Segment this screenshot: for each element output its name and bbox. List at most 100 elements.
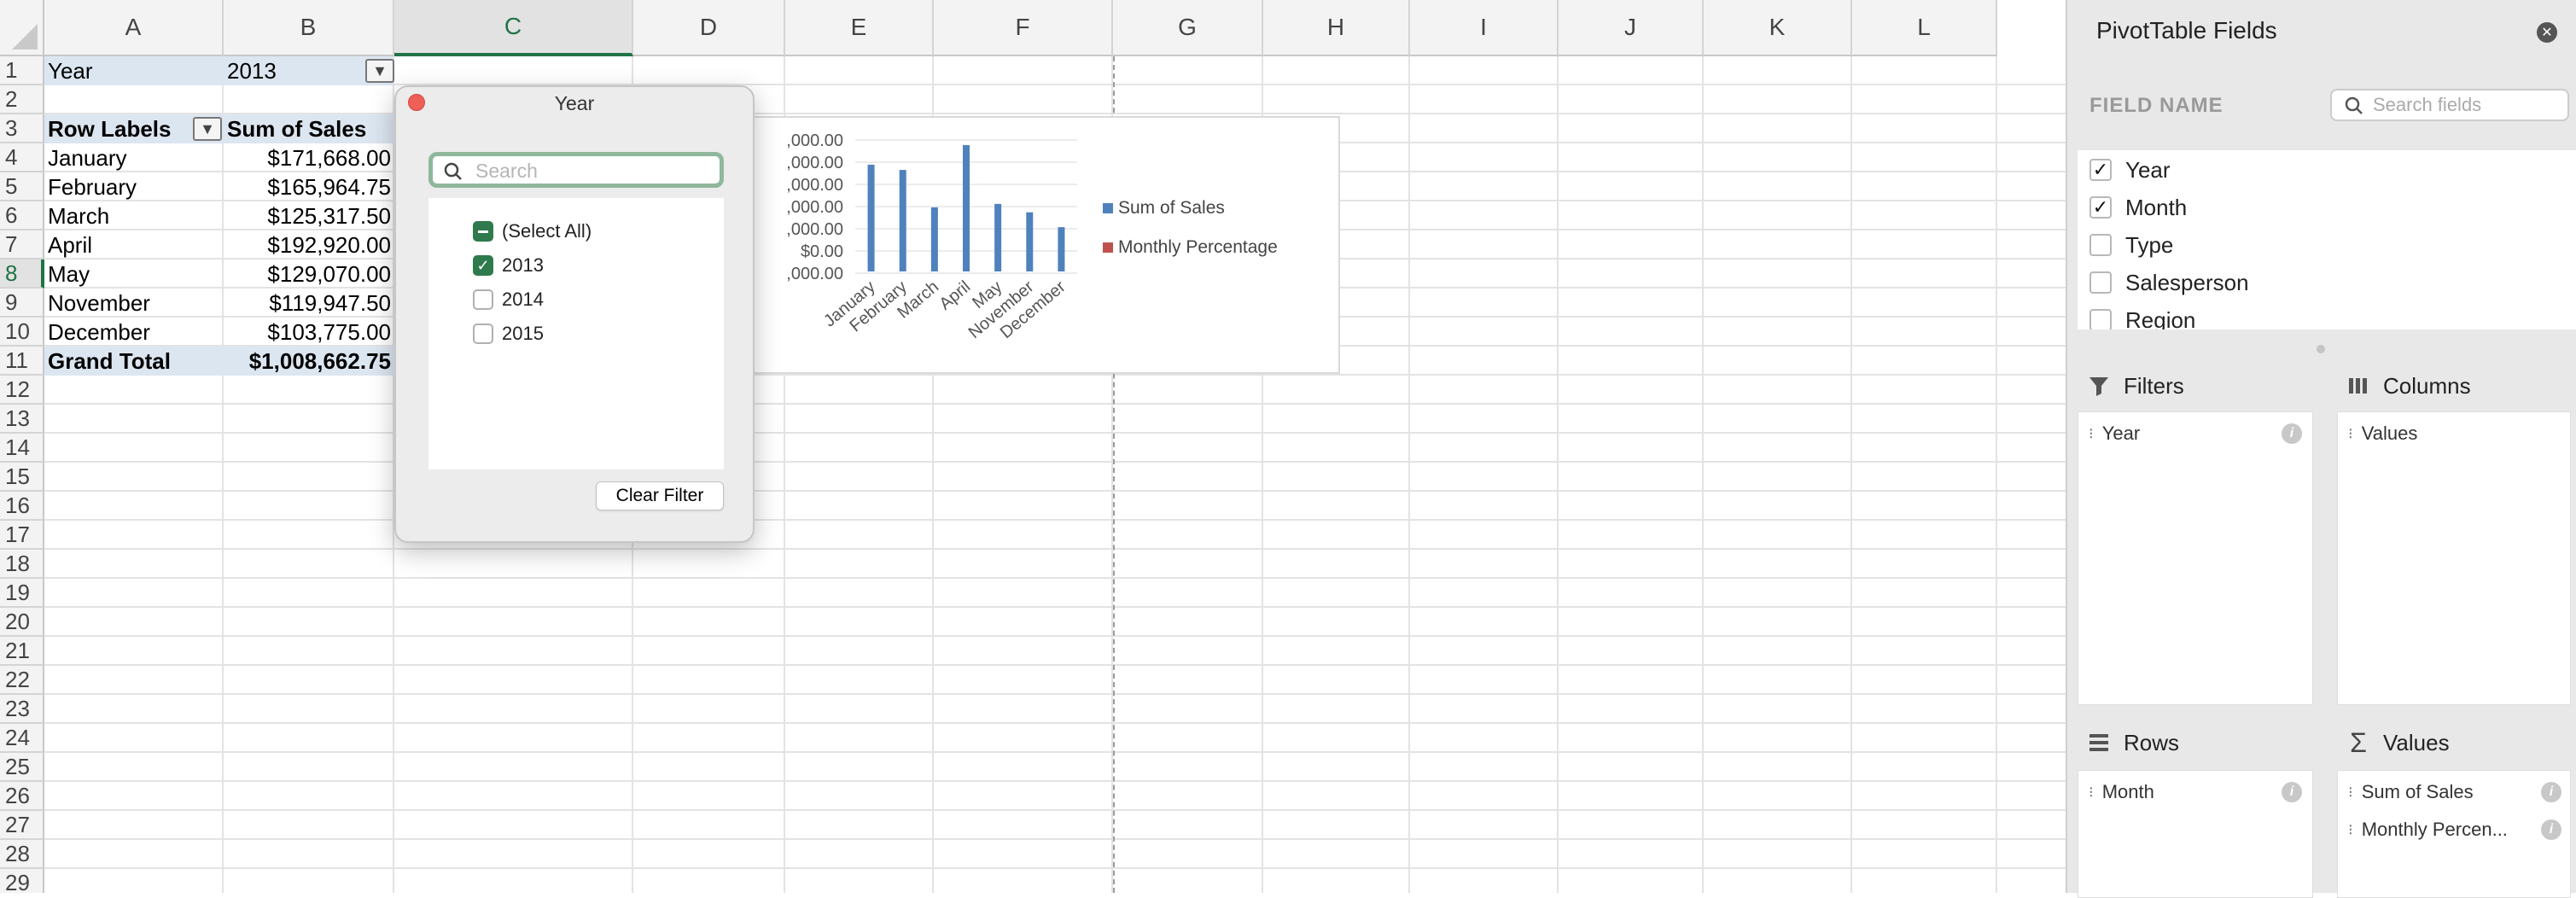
- row-header-26[interactable]: 26: [0, 782, 44, 811]
- row-header-8[interactable]: 8: [0, 259, 44, 289]
- field-item[interactable]: Type: [2089, 230, 2173, 259]
- column-header-a[interactable]: A: [44, 0, 224, 56]
- filters-drop-area[interactable]: ⁝ Year i: [2078, 411, 2313, 705]
- checkbox[interactable]: [473, 324, 493, 344]
- field-checkbox[interactable]: [2089, 271, 2112, 294]
- row-header-2[interactable]: 2: [0, 85, 44, 114]
- row-header-1[interactable]: 1: [0, 56, 44, 85]
- field-item[interactable]: ✓ Month: [2089, 193, 2187, 222]
- pivot-row-value[interactable]: $103,775.00: [267, 318, 391, 345]
- row-header-5[interactable]: 5: [0, 172, 44, 201]
- column-header-c[interactable]: C: [394, 0, 633, 56]
- select-all-corner[interactable]: [0, 0, 44, 56]
- row-header-12[interactable]: 12: [0, 376, 44, 405]
- column-header-k[interactable]: K: [1704, 0, 1852, 56]
- row-header-14[interactable]: 14: [0, 434, 44, 463]
- column-header-f[interactable]: F: [934, 0, 1113, 56]
- column-header-d[interactable]: D: [633, 0, 785, 56]
- pivot-filter-label[interactable]: Year: [48, 57, 93, 84]
- pivot-row-value[interactable]: $171,668.00: [267, 144, 391, 171]
- row-header-16[interactable]: 16: [0, 492, 44, 521]
- close-popup-button[interactable]: [408, 94, 425, 111]
- pivot-row-label[interactable]: March: [48, 202, 110, 229]
- fields-search-box[interactable]: [2330, 89, 2569, 121]
- info-icon[interactable]: i: [2282, 423, 2302, 444]
- pivot-row-value[interactable]: $119,947.50: [269, 289, 391, 316]
- field-item[interactable]: Region: [2089, 306, 2195, 329]
- area-field-chip[interactable]: ⁝ Month i: [2089, 779, 2302, 805]
- row-labels-header[interactable]: Row Labels: [48, 115, 172, 142]
- pivot-row-label[interactable]: January: [48, 144, 127, 171]
- row-header-28[interactable]: 28: [0, 840, 44, 869]
- area-field-chip[interactable]: ⁝ Values: [2348, 421, 2561, 446]
- pivot-row-label[interactable]: May: [48, 260, 90, 287]
- checkbox[interactable]: ✓: [473, 255, 493, 276]
- column-header-b[interactable]: B: [224, 0, 394, 56]
- area-field-chip[interactable]: ⁝ Year i: [2089, 421, 2302, 446]
- pivot-row-value[interactable]: $125,317.50: [267, 202, 391, 229]
- row-header-27[interactable]: 27: [0, 811, 44, 840]
- row-header-23[interactable]: 23: [0, 695, 44, 724]
- row-header-11[interactable]: 11: [0, 347, 44, 376]
- close-icon[interactable]: ✕: [2537, 22, 2557, 43]
- checkbox[interactable]: [473, 221, 493, 242]
- pivot-row-label[interactable]: April: [48, 231, 93, 258]
- pivot-row-value[interactable]: $129,070.00: [267, 260, 391, 287]
- filter-option[interactable]: (Select All): [473, 219, 592, 244]
- info-icon[interactable]: i: [2282, 782, 2302, 802]
- row-header-20[interactable]: 20: [0, 608, 44, 637]
- info-icon[interactable]: i: [2541, 782, 2561, 802]
- sum-of-sales-header[interactable]: Sum of Sales: [227, 115, 367, 142]
- pivot-row-value[interactable]: $192,920.00: [267, 231, 391, 258]
- popup-value-list[interactable]: (Select All) ✓ 2013 2014 2015: [428, 198, 724, 469]
- area-field-chip[interactable]: ⁝ Sum of Sales i: [2348, 779, 2561, 805]
- row-header-10[interactable]: 10: [0, 318, 44, 347]
- row-header-4[interactable]: 4: [0, 143, 44, 172]
- row-header-6[interactable]: 6: [0, 201, 44, 230]
- row-labels-dropdown-button[interactable]: ▼: [193, 117, 222, 141]
- column-header-j[interactable]: J: [1559, 0, 1704, 56]
- pivot-chart[interactable]: ,000.00 ,000.00 ,000.00 ,000.00 ,000.00 $0.00…: [751, 116, 1340, 374]
- pane-splitter-handle[interactable]: [2317, 345, 2325, 353]
- row-header-19[interactable]: 19: [0, 579, 44, 608]
- popup-search-input[interactable]: [475, 160, 714, 182]
- row-header-3[interactable]: 3: [0, 114, 44, 143]
- row-header-22[interactable]: 22: [0, 666, 44, 695]
- info-icon[interactable]: i: [2541, 819, 2561, 840]
- row-header-9[interactable]: 9: [0, 289, 44, 318]
- column-header-h[interactable]: H: [1263, 0, 1410, 56]
- filter-option[interactable]: 2014: [473, 287, 544, 312]
- row-header-17[interactable]: 17: [0, 521, 44, 550]
- grand-total-label[interactable]: Grand Total: [48, 347, 171, 374]
- drag-handle-icon[interactable]: ⁝: [2348, 424, 2353, 442]
- row-header-21[interactable]: 21: [0, 637, 44, 666]
- rows-drop-area[interactable]: ⁝ Month i: [2078, 770, 2313, 898]
- pivot-filter-value[interactable]: 2013: [227, 57, 277, 84]
- column-header-i[interactable]: I: [1410, 0, 1559, 56]
- filter-option[interactable]: 2015: [473, 321, 544, 347]
- pivot-row-label[interactable]: February: [48, 173, 137, 200]
- values-drop-area[interactable]: ⁝ Sum of Sales i ⁝ Monthly Percen... i: [2337, 770, 2571, 898]
- column-header-e[interactable]: E: [785, 0, 934, 56]
- pivot-row-label[interactable]: November: [48, 289, 150, 316]
- row-header-29[interactable]: 29: [0, 869, 44, 893]
- columns-drop-area[interactable]: ⁝ Values: [2337, 411, 2571, 705]
- grand-total-value[interactable]: $1,008,662.75: [248, 347, 391, 374]
- pivot-row-value[interactable]: $165,964.75: [267, 173, 391, 200]
- filter-dropdown-button[interactable]: ▼: [365, 59, 394, 83]
- column-header-l[interactable]: L: [1852, 0, 1997, 56]
- row-header-24[interactable]: 24: [0, 724, 44, 753]
- checkbox[interactable]: [473, 289, 493, 310]
- field-item[interactable]: ✓ Year: [2089, 155, 2171, 184]
- field-list[interactable]: ✓ Year ✓ Month Type Salesperson Region: [2078, 150, 2576, 329]
- field-checkbox[interactable]: ✓: [2089, 159, 2112, 181]
- year-filter-popup[interactable]: Year (Select All) ✓ 2013 2014 2015 Clear Fil…: [394, 85, 755, 543]
- drag-handle-icon[interactable]: ⁝: [2348, 783, 2353, 801]
- filter-option[interactable]: ✓ 2013: [473, 253, 544, 278]
- drag-handle-icon[interactable]: ⁝: [2089, 783, 2094, 801]
- field-item[interactable]: Salesperson: [2089, 268, 2249, 297]
- row-header-15[interactable]: 15: [0, 463, 44, 492]
- row-header-25[interactable]: 25: [0, 753, 44, 782]
- row-header-13[interactable]: 13: [0, 405, 44, 434]
